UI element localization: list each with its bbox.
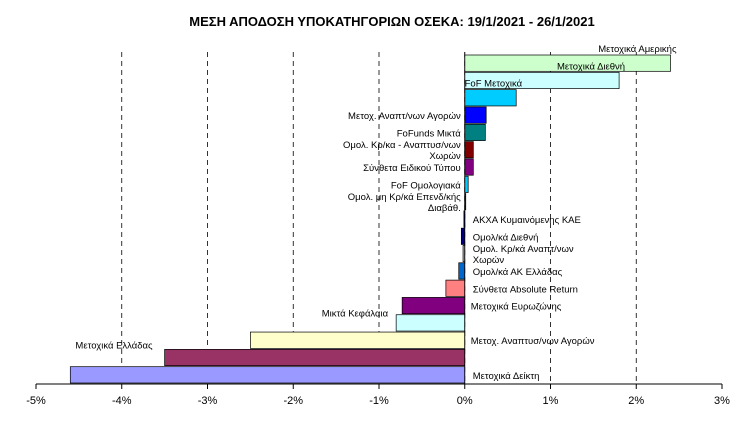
x-tick-label: 0% xyxy=(457,395,473,407)
bar-label: Μετοχικά Αμερικής xyxy=(598,44,677,55)
bar-label: Μετοχικά Διεθνή xyxy=(557,61,625,72)
bar xyxy=(464,141,474,159)
bar-label: Σύνθετα Ειδικού Τύπου xyxy=(363,163,461,174)
bar xyxy=(458,262,466,280)
bar-label: FoFunds Μικτά xyxy=(397,128,462,139)
bar xyxy=(464,89,517,107)
bar-label: Μετοχικά Δείκτη xyxy=(473,371,540,382)
x-tick-label: -5% xyxy=(26,395,46,407)
bar-label: FoF Μετοχικά xyxy=(465,79,523,90)
x-tick-label: 2% xyxy=(628,395,644,407)
bar xyxy=(69,366,466,384)
bar-label: Ομολ/κά Διεθνή xyxy=(473,232,539,243)
bars xyxy=(69,54,671,384)
bar xyxy=(164,349,466,367)
x-axis: -5% -4% -3% -2% -1% 0% 1% 2% 3% xyxy=(26,52,730,407)
bar xyxy=(464,106,487,124)
bar-label: Μετοχικά Ελλάδας xyxy=(75,340,153,351)
bar-label: Μετοχ. Αναπτ/νων Αγορών xyxy=(348,111,461,122)
bar xyxy=(464,158,474,176)
bar-label: Μετοχ. Αναπτυσ/νων Αγορών xyxy=(471,336,595,347)
bar-label: Ομολ. Κρ/κα - Αναπτυσ/νων Χωρών xyxy=(343,140,461,162)
bar xyxy=(464,123,486,141)
x-tick-label: 3% xyxy=(714,395,730,407)
bar xyxy=(401,297,466,315)
bar-label: Ομολ. Κρ/κά Αναπτ/νων Χωρών xyxy=(473,244,574,266)
bar-labels: Μετοχικά Αμερικής Μετοχικά Διεθνή FoF Μετο… xyxy=(75,44,677,382)
bar-label: Ομολ. μη Κρ/κά Επενδ/κής Διαβάθ. xyxy=(348,192,461,214)
x-tick-label: -4% xyxy=(112,395,132,407)
bar-label: Μετοχικά Ευρωζώνης xyxy=(471,302,562,313)
bar xyxy=(445,279,466,297)
bar-label: FoF Ομολογιακά xyxy=(391,180,461,191)
bar xyxy=(395,314,466,332)
x-tick-label: -3% xyxy=(198,395,218,407)
bar xyxy=(460,227,466,245)
bar-label: ΑΚΧΑ Κυμαινόμενης ΚΑΕ xyxy=(473,215,581,226)
x-tick-label: -2% xyxy=(283,395,303,407)
x-tick-label: -1% xyxy=(369,395,389,407)
bar xyxy=(464,175,469,193)
chart-title: ΜΕΣΗ ΑΠΟΔΟΣΗ ΥΠΟΚΑΤΗΓΟΡΙΩΝ ΟΣΕΚΑ: 19/1/2… xyxy=(189,14,594,29)
x-tick-label: 1% xyxy=(543,395,559,407)
bar xyxy=(250,331,466,349)
bar-label: Σύνθετα Absolute Return xyxy=(473,284,578,295)
bar-label: Ομολ/κά ΑΚ Ελλάδας xyxy=(473,267,563,278)
bar-label: Μικτά Κεφάλαια xyxy=(322,309,389,320)
